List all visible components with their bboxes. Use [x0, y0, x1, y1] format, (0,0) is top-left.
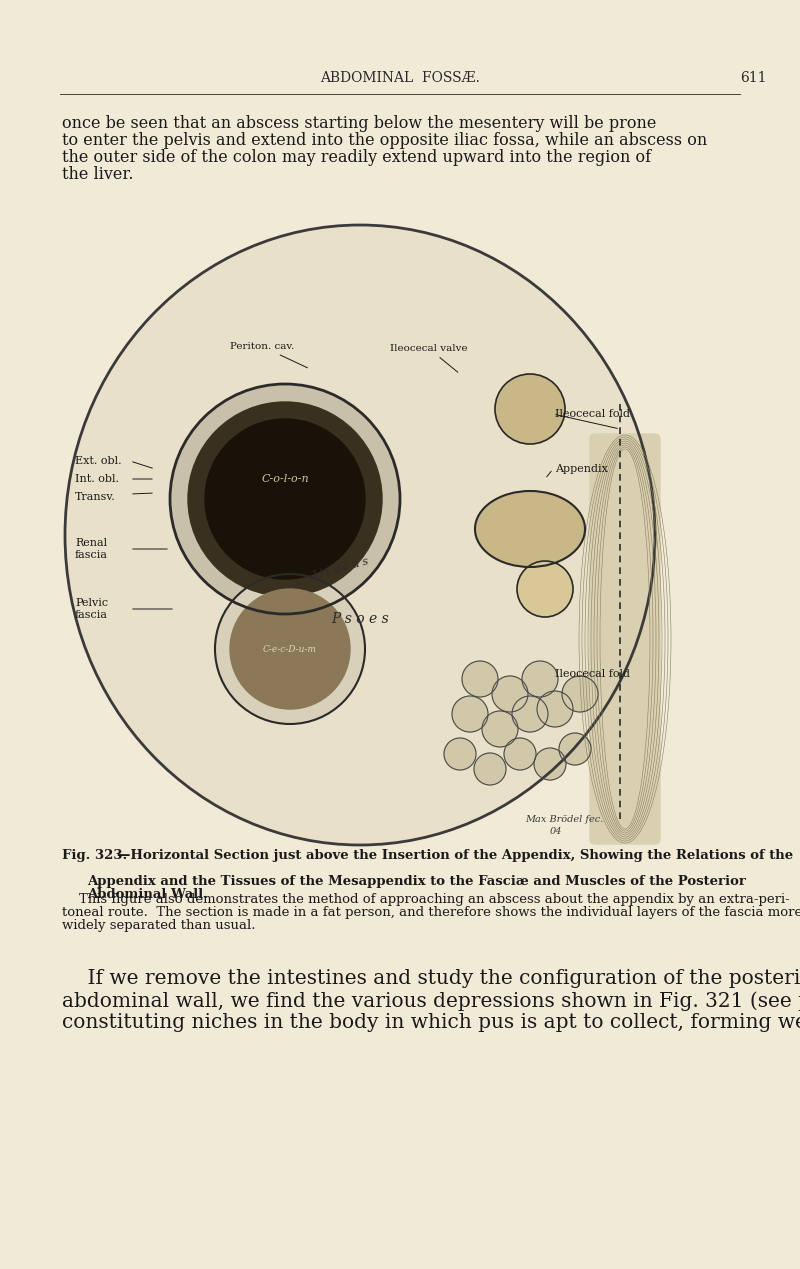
- Ellipse shape: [475, 491, 585, 567]
- Text: ABDOMINAL  FOSSÆ.: ABDOMINAL FOSSÆ.: [320, 71, 480, 85]
- Text: Appendix and the Tissues of the Mesappendix to the Fasciæ and Muscles of the Pos: Appendix and the Tissues of the Mesappen…: [87, 876, 746, 888]
- Text: P s o e s: P s o e s: [331, 612, 389, 626]
- Circle shape: [444, 739, 476, 770]
- Text: to enter the pelvis and extend into the opposite iliac fossa, while an abscess o: to enter the pelvis and extend into the …: [62, 132, 707, 148]
- Text: Renal
fascia: Renal fascia: [75, 538, 108, 560]
- Circle shape: [188, 402, 382, 596]
- Text: If we remove the intestines and study the configuration of the posterior: If we remove the intestines and study th…: [62, 970, 800, 989]
- Text: Abdominal Wall.: Abdominal Wall.: [87, 888, 208, 901]
- Circle shape: [230, 589, 350, 709]
- Text: 611: 611: [740, 71, 766, 85]
- Circle shape: [559, 733, 591, 765]
- Text: C-o-l-o-n: C-o-l-o-n: [261, 475, 309, 483]
- Text: abdominal wall, we find the various depressions shown in Fig. 321 (see p. 609),: abdominal wall, we find the various depr…: [62, 991, 800, 1010]
- Text: This figure also demonstrates the method of approaching an abscess about the app: This figure also demonstrates the method…: [62, 893, 790, 906]
- Circle shape: [482, 711, 518, 747]
- Text: constituting niches in the body in which pus is apt to collect, forming well-: constituting niches in the body in which…: [62, 1013, 800, 1032]
- Text: Transv.: Transv.: [75, 492, 116, 503]
- Text: widely separated than usual.: widely separated than usual.: [62, 919, 255, 931]
- Text: Int. obl.: Int. obl.: [75, 475, 119, 483]
- Text: Appendix: Appendix: [555, 464, 608, 475]
- Text: C-e-c-D-u-m: C-e-c-D-u-m: [263, 645, 317, 654]
- Circle shape: [534, 747, 566, 780]
- Circle shape: [492, 676, 528, 712]
- Text: the outer side of the colon may readily extend upward into the region of: the outer side of the colon may readily …: [62, 148, 651, 166]
- Text: Ileocecal fold: Ileocecal fold: [555, 669, 630, 679]
- Text: Periton. cav.: Periton. cav.: [230, 343, 307, 368]
- Circle shape: [504, 739, 536, 770]
- Text: 04: 04: [550, 826, 562, 835]
- Circle shape: [452, 695, 488, 732]
- Text: toneal route.  The section is made in a fat person, and therefore shows the indi: toneal route. The section is made in a f…: [62, 906, 800, 919]
- Ellipse shape: [65, 225, 655, 845]
- Circle shape: [474, 753, 506, 786]
- Circle shape: [537, 692, 573, 727]
- Text: Ext. obl.: Ext. obl.: [75, 456, 122, 466]
- FancyBboxPatch shape: [590, 434, 660, 844]
- Circle shape: [522, 661, 558, 697]
- Text: I l i a c u s: I l i a c u s: [310, 557, 370, 581]
- Text: Ileocecal fold: Ileocecal fold: [555, 409, 630, 419]
- Text: Pelvic
fascia: Pelvic fascia: [75, 598, 108, 619]
- Circle shape: [562, 676, 598, 712]
- Circle shape: [512, 695, 548, 732]
- Text: Fig. 323.: Fig. 323.: [62, 849, 127, 862]
- Text: the liver.: the liver.: [62, 166, 134, 183]
- Text: —Horizontal Section just above the Insertion of the Appendix, Showing the Relati: —Horizontal Section just above the Inser…: [117, 849, 793, 862]
- Circle shape: [462, 661, 498, 697]
- Text: once be seen that an abscess starting below the mesentery will be prone: once be seen that an abscess starting be…: [62, 115, 656, 132]
- Circle shape: [495, 374, 565, 444]
- Circle shape: [205, 419, 365, 579]
- Circle shape: [170, 385, 400, 614]
- Text: Ileocecal valve: Ileocecal valve: [390, 344, 468, 372]
- Circle shape: [517, 561, 573, 617]
- Circle shape: [215, 574, 365, 725]
- Text: Max Brödel fec.: Max Brödel fec.: [525, 815, 603, 824]
